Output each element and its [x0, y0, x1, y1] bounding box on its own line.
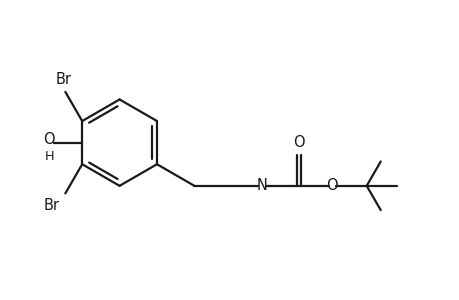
Text: H: H — [44, 150, 54, 163]
Text: N: N — [256, 178, 267, 193]
Text: Br: Br — [55, 72, 71, 87]
Text: Br: Br — [43, 198, 59, 213]
Text: O: O — [43, 132, 55, 147]
Text: O: O — [325, 178, 337, 193]
Text: O: O — [292, 136, 304, 151]
